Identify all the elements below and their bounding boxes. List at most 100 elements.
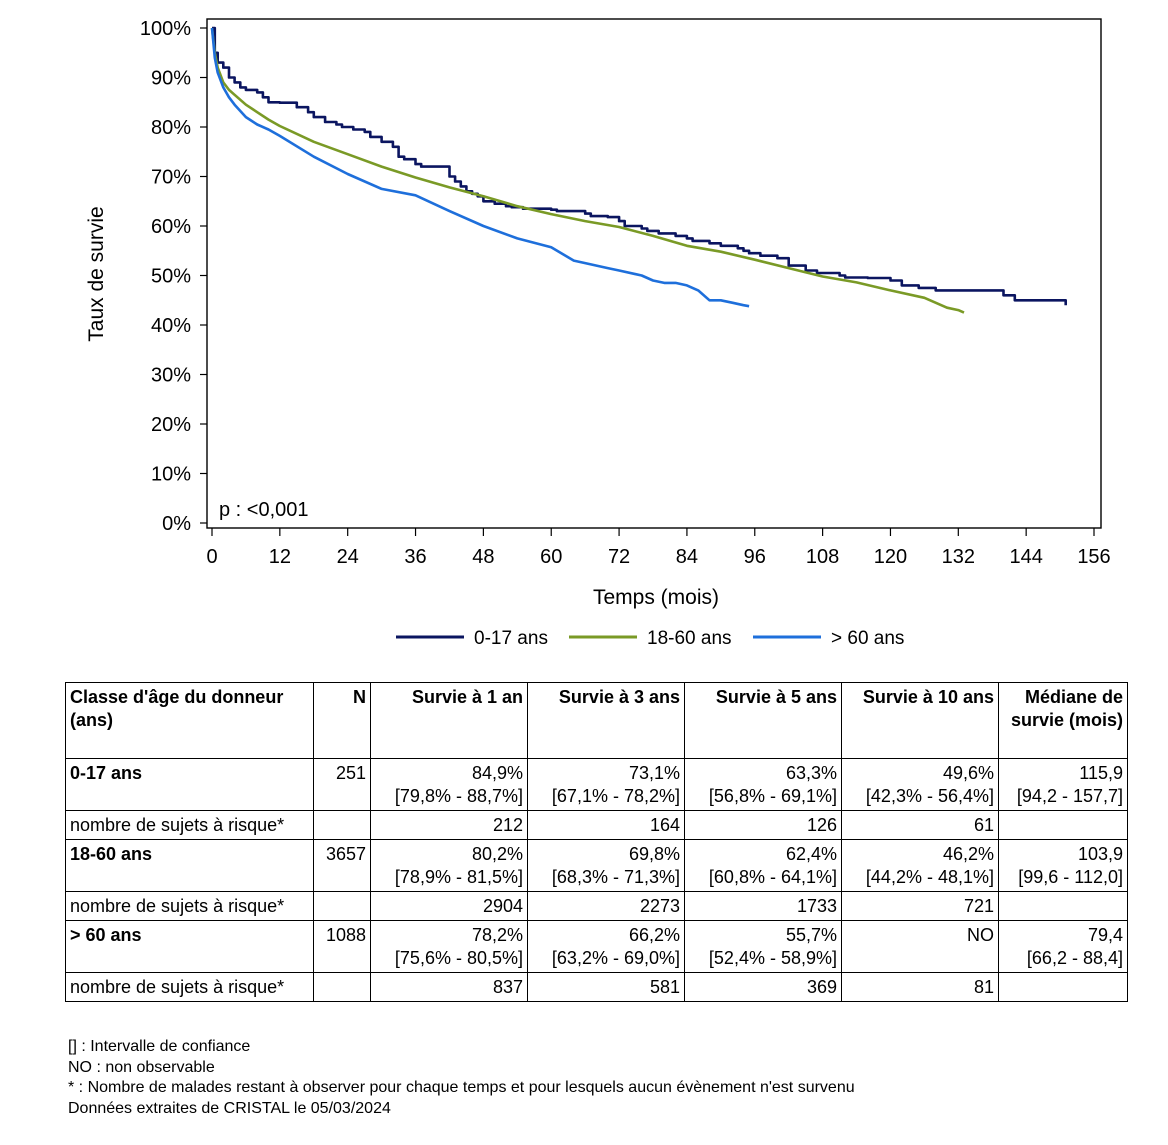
x-tick-label: 12: [269, 546, 291, 568]
y-tick-label: 10%: [151, 464, 191, 486]
x-tick-label: 108: [806, 546, 839, 568]
y-tick-label: 90%: [151, 68, 191, 90]
cell-empty: [998, 891, 1128, 921]
cell-empty: [998, 972, 1128, 1002]
cell-survival-1y: 78,2% [75,6% - 80,5%]: [370, 920, 528, 973]
value: 103,9: [1077, 844, 1123, 864]
cell-survival-5y: 62,4% [60,8% - 64,1%]: [684, 839, 842, 892]
cell-risk-3y: 2273: [527, 891, 685, 921]
confidence-interval: [78,9% - 81,5%]: [394, 867, 523, 887]
cell-median: 79,4 [66,2 - 88,4]: [998, 920, 1128, 973]
legend: 0-17 ans 18-60 ans > 60 ans: [396, 628, 904, 649]
x-tick-label: 24: [337, 546, 359, 568]
x-tick-label: 36: [404, 546, 426, 568]
footnote-risk: * : Nombre de malades restant à observer…: [68, 1079, 855, 1096]
value: 46,2%: [942, 844, 994, 864]
cell-risk-10y: 81: [841, 972, 999, 1002]
x-tick-label: 48: [472, 546, 494, 568]
confidence-interval: [52,4% - 58,9%]: [708, 948, 837, 968]
cell-empty: [313, 810, 371, 840]
cell-survival-10y: NO: [841, 920, 999, 973]
cell-risk-5y: 1733: [684, 891, 842, 921]
confidence-interval: [79,8% - 88,7%]: [394, 786, 523, 806]
cell-empty: [313, 891, 371, 921]
cell-empty: [998, 810, 1128, 840]
value: 62,4%: [785, 844, 837, 864]
survival-chart: 0% 10% 20% 30% 40% 50% 60% 70% 80% 90% 100% 0 12 24 3…: [85, 18, 1111, 649]
value: 78,2%: [471, 925, 523, 945]
col-header-survival-1y: Survie à 1 an: [370, 682, 528, 759]
cell-survival-10y: 49,6% [42,3% - 56,4%]: [841, 758, 999, 811]
y-tick-label: 20%: [151, 414, 191, 436]
table-header-row: Classe d'âge du donneur (ans) N Survie à…: [65, 682, 1128, 759]
x-tick-label: 120: [874, 546, 907, 568]
x-tick-label: 96: [744, 546, 766, 568]
cell-risk-5y: 369: [684, 972, 842, 1002]
cell-empty: [313, 972, 371, 1002]
cell-risk-1y: 212: [370, 810, 528, 840]
y-tick-label: 30%: [151, 365, 191, 387]
cell-risk-10y: 61: [841, 810, 999, 840]
risk-label: nombre de sujets à risque*: [65, 891, 314, 921]
value: 80,2%: [471, 844, 523, 864]
x-tick-label: 84: [676, 546, 698, 568]
legend-label: 18-60 ans: [647, 628, 732, 649]
confidence-interval: [63,2% - 69,0%]: [551, 948, 680, 968]
cell-risk-3y: 164: [527, 810, 685, 840]
cell-risk-3y: 581: [527, 972, 685, 1002]
row-label: 0-17 ans: [65, 758, 314, 811]
confidence-interval: [66,2 - 88,4]: [1026, 948, 1123, 968]
p-value-annotation: p : <0,001: [219, 499, 309, 521]
table-row-risk-over-60: nombre de sujets à risque* 837 581 369 8…: [65, 972, 1128, 1002]
confidence-interval: [75,6% - 80,5%]: [394, 948, 523, 968]
series-line-18-60-ans: [210, 27, 965, 314]
row-label: 18-60 ans: [65, 839, 314, 892]
table-row-0-17: 0-17 ans 251 84,9% [79,8% - 88,7%] 73,1% […: [65, 758, 1128, 811]
cell-survival-3y: 69,8% [68,3% - 71,3%]: [527, 839, 685, 892]
value: 55,7%: [785, 925, 837, 945]
footnote-source: Données extraites de CRISTAL le 05/03/20…: [68, 1099, 391, 1117]
cell-survival-10y: 46,2% [44,2% - 48,1%]: [841, 839, 999, 892]
cell-n: 3657: [313, 839, 371, 892]
cell-n: 1088: [313, 920, 371, 973]
y-tick-label: 70%: [151, 167, 191, 189]
footnotes: [] : Intervalle de confiance NO : non ob…: [68, 1037, 855, 1119]
survival-table: Classe d'âge du donneur (ans) N Survie à…: [65, 682, 1128, 1002]
cell-survival-5y: 63,3% [56,8% - 69,1%]: [684, 758, 842, 811]
y-tick-label: 100%: [140, 18, 191, 40]
value: 69,8%: [628, 844, 680, 864]
legend-label: 0-17 ans: [474, 628, 548, 649]
x-tick-label: 156: [1077, 546, 1110, 568]
risk-label: nombre de sujets à risque*: [65, 972, 314, 1002]
col-header-survival-5y: Survie à 5 ans: [684, 682, 842, 759]
value: 63,3%: [785, 763, 837, 783]
legend-label: > 60 ans: [831, 628, 904, 649]
cell-survival-5y: 55,7% [52,4% - 58,9%]: [684, 920, 842, 973]
value: NO: [967, 925, 994, 945]
value: 49,6%: [942, 763, 994, 783]
value: 66,2%: [628, 925, 680, 945]
value: 115,9: [1079, 763, 1123, 783]
x-tick-label: 72: [608, 546, 630, 568]
cell-risk-1y: 837: [370, 972, 528, 1002]
series-line-60-ans: [210, 27, 750, 308]
x-tick-label: 0: [206, 546, 217, 568]
confidence-interval: [67,1% - 78,2%]: [551, 786, 680, 806]
cell-survival-1y: 80,2% [78,9% - 81,5%]: [370, 839, 528, 892]
row-label: > 60 ans: [65, 920, 314, 973]
y-tick-label: 60%: [151, 216, 191, 238]
y-tick-label: 0%: [162, 513, 191, 535]
y-tick-label: 80%: [151, 117, 191, 139]
col-header-age-class: Classe d'âge du donneur (ans): [65, 682, 314, 759]
x-tick-label: 60: [540, 546, 562, 568]
table-row-risk-0-17: nombre de sujets à risque* 212 164 126 6…: [65, 810, 1128, 840]
value: 73,1%: [628, 763, 680, 783]
footnote-no: NO : non observable: [68, 1058, 215, 1076]
confidence-interval: [56,8% - 69,1%]: [708, 786, 837, 806]
confidence-interval: [60,8% - 64,1%]: [708, 867, 837, 887]
series-line-0-17-ans: [212, 26, 1067, 306]
cell-survival-3y: 73,1% [67,1% - 78,2%]: [527, 758, 685, 811]
cell-risk-1y: 2904: [370, 891, 528, 921]
plot-frame: [206, 18, 1102, 529]
cell-median: 115,9 [94,2 - 157,7]: [998, 758, 1128, 811]
